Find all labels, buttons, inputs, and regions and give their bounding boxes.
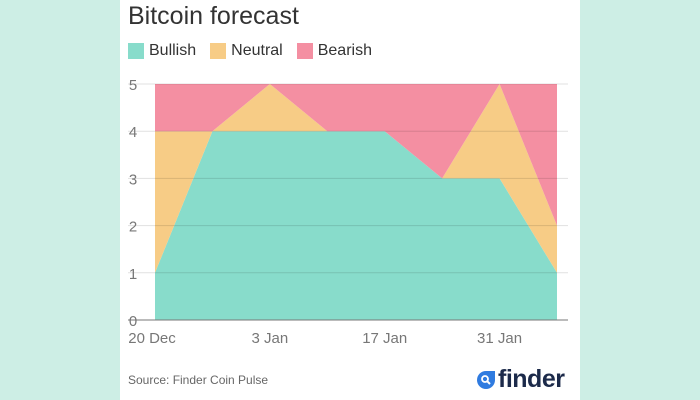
- finder-logo-text: finder: [498, 365, 565, 393]
- y-tick-label: 4: [129, 124, 137, 141]
- area-bearish: [155, 84, 557, 226]
- y-tick-label: 1: [129, 266, 137, 283]
- legend-label: Neutral: [231, 42, 283, 59]
- x-tick-label: 20 Dec: [128, 330, 176, 347]
- area-neutral: [155, 84, 557, 273]
- legend-label: Bullish: [149, 42, 197, 59]
- legend-swatch: [296, 43, 313, 59]
- x-tick-label: 17 Jan: [362, 330, 407, 347]
- legend: Bullish Neutral Bearish: [128, 42, 372, 60]
- y-tick-label: 0: [129, 313, 137, 330]
- chart-title: Bitcoin forecast: [128, 2, 299, 30]
- legend-item-bullish: Bullish: [128, 42, 196, 60]
- legend-swatch: [210, 43, 227, 59]
- y-tick-label: 2: [129, 219, 137, 236]
- legend-swatch: [128, 43, 144, 59]
- legend-label: Bearish: [317, 42, 372, 59]
- x-tick-label: 3 Jan: [252, 330, 289, 347]
- x-tick-label: 31 Jan: [477, 330, 522, 347]
- y-tick-label: 3: [129, 171, 137, 188]
- finder-search-icon: [477, 370, 495, 389]
- source-note: Source: Finder Coin Pulse: [128, 373, 269, 387]
- y-tick-label: 5: [129, 77, 137, 94]
- legend-item-bearish: Bearish: [296, 42, 372, 60]
- finder-logo: finder: [476, 365, 565, 394]
- legend-item-neutral: Neutral: [210, 42, 283, 60]
